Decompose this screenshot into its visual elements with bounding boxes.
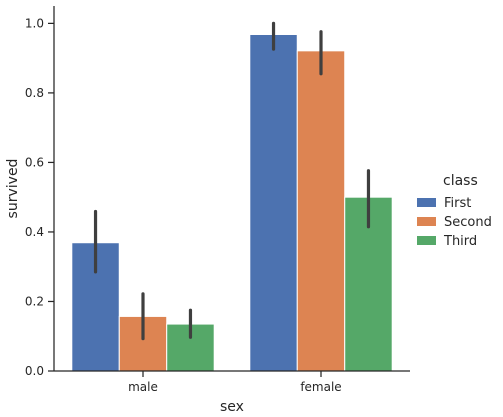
legend: class First Second Third <box>417 173 492 249</box>
axes-group: 0.0 0.2 0.4 0.6 0.8 1.0 male female sex survived <box>5 6 410 415</box>
legend-label-first: First <box>444 196 471 211</box>
y-tick-label: 0.8 <box>25 86 44 100</box>
y-tick-label: 0.0 <box>25 364 44 378</box>
y-axis-label: survived <box>5 159 21 219</box>
y-tick-label: 0.6 <box>25 155 44 169</box>
legend-label-second: Second <box>444 215 492 230</box>
legend-swatch-third <box>417 236 436 245</box>
bar-second-female <box>296 50 346 372</box>
legend-label-third: Third <box>443 234 477 249</box>
legend-title: class <box>443 173 478 189</box>
legend-swatch-first <box>417 198 436 207</box>
bar-first-female <box>249 34 298 372</box>
bars-group <box>71 34 393 372</box>
x-axis-label: sex <box>220 399 244 415</box>
x-tick-label-female: female <box>300 380 341 394</box>
x-tick-label-male: male <box>128 380 158 394</box>
y-tick-label: 0.4 <box>25 225 44 239</box>
y-tick-label: 0.2 <box>25 294 44 308</box>
y-tick-label: 1.0 <box>25 16 44 30</box>
legend-swatch-second <box>417 217 436 226</box>
errorbars-group <box>93 21 371 341</box>
